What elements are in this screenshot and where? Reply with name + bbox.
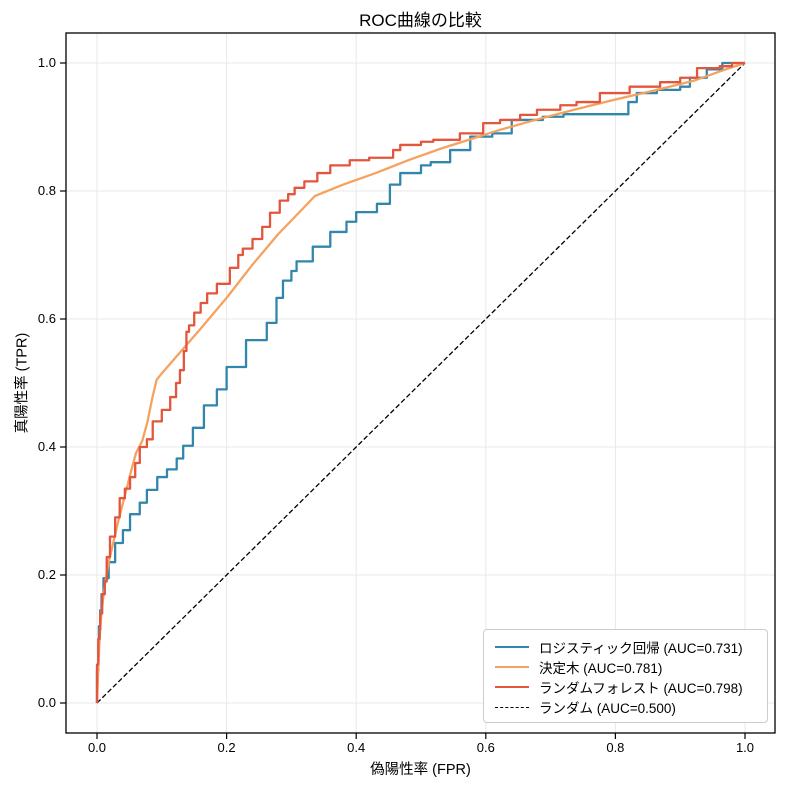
x-tick-label: 0.6: [476, 740, 495, 755]
y-tick-label: 0.6: [37, 311, 56, 326]
y-axis-label: 真陽性率 (TPR): [14, 332, 31, 434]
y-tick-label: 0.2: [37, 567, 56, 582]
y-tick-label: 0.8: [37, 183, 56, 198]
legend-item-decision-tree: 決定木 (AUC=0.781): [495, 657, 757, 677]
x-tick-label: 0.8: [606, 740, 625, 755]
x-tick-label: 0.4: [347, 740, 366, 755]
legend-line-swatch-tree: [495, 666, 529, 668]
legend-label-logistic: ロジスティック回帰 (AUC=0.731): [539, 641, 743, 656]
legend-line-swatch-forest: [495, 686, 529, 688]
roc-curve-decision-tree: [95, 61, 746, 704]
roc-curve-logistic-regression: [95, 61, 745, 703]
x-tick-label: 0.0: [87, 740, 107, 755]
legend-label-random: ランダム (AUC=0.500): [539, 701, 676, 716]
legend-label-forest: ランダムフォレスト (AUC=0.798): [539, 681, 743, 696]
random-baseline-diagonal: [96, 62, 746, 704]
legend-line-swatch-logistic: [495, 646, 529, 648]
axes-spines: [65, 32, 776, 734]
y-tick-label: 1.0: [37, 55, 56, 70]
x-tick-label: 0.2: [217, 740, 236, 755]
x-axis-label: 偽陽性率 (FPR): [370, 762, 471, 778]
roc-curve-random-forest: [95, 61, 745, 703]
legend-item-random-baseline: ランダム (AUC=0.500): [495, 697, 757, 717]
legend-label-tree: 決定木 (AUC=0.781): [539, 661, 663, 676]
y-tick-label: 0.4: [37, 439, 56, 454]
chart-title: ROC曲線の比較: [359, 11, 482, 30]
y-tick-label: 0.0: [37, 695, 56, 710]
x-tick-label: 1.0: [735, 740, 755, 755]
legend: ロジスティック回帰 (AUC=0.731) 決定木 (AUC=0.781) ラン…: [483, 629, 768, 723]
legend-item-random-forest: ランダムフォレスト (AUC=0.798): [495, 677, 757, 697]
legend-item-logistic-regression: ロジスティック回帰 (AUC=0.731): [495, 637, 757, 657]
legend-line-swatch-random: [495, 706, 529, 708]
